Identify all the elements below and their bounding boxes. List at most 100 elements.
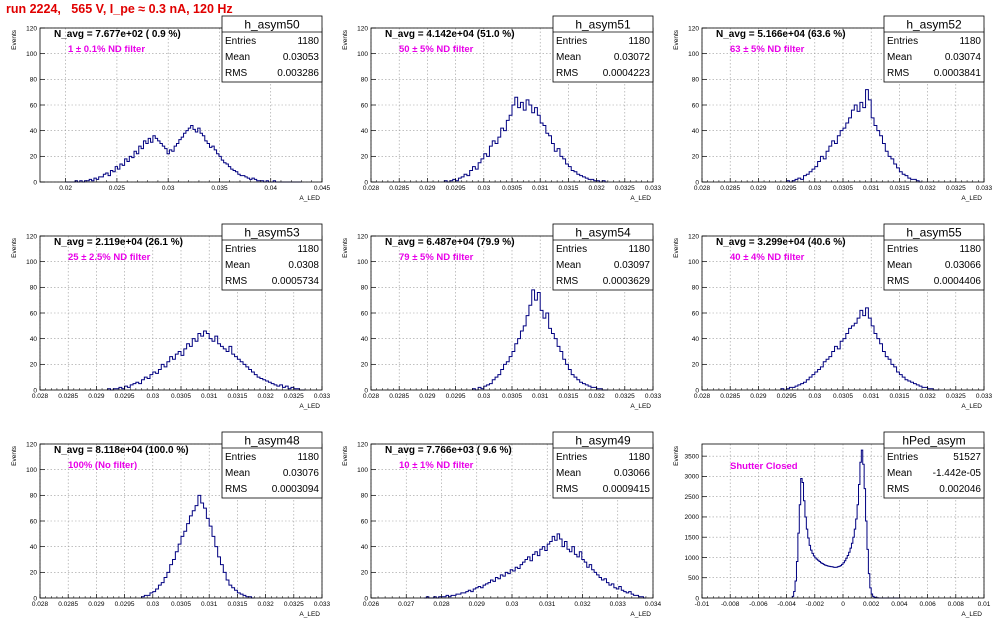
stats-row-value: 0.0005734 (272, 276, 320, 287)
stats-title: hPed_asym (902, 434, 965, 448)
y-tick-label: 20 (30, 570, 38, 577)
y-tick-label: 0 (695, 387, 699, 394)
x-tick-label: 0.029 (750, 185, 767, 192)
x-tick-label: 0.004 (891, 601, 908, 608)
x-tick-label: 0.027 (398, 601, 415, 608)
filter-note: 50 ± 5% ND filter (399, 44, 474, 55)
y-tick-label: 60 (692, 310, 700, 317)
x-tick-label: 0.0285 (389, 393, 409, 400)
histogram-pad-h_asym54: 0.028 0.0285 0.029 0.0295 0.03 0.0305 0.031 0.0… (331, 222, 661, 428)
x-axis-label: A_LED (630, 611, 651, 618)
y-tick-label: 40 (361, 336, 369, 343)
stats-row-value: 51527 (953, 452, 981, 463)
stats-row-label: Mean (225, 52, 250, 63)
stats-box-frame (883, 15, 985, 83)
stats-row-label: RMS (556, 484, 579, 495)
x-tick-label: 0.0325 (946, 393, 966, 400)
x-tick-label: 0.0295 (115, 393, 135, 400)
stats-box-frame (552, 431, 654, 499)
stats-row-value: 0.03072 (614, 52, 651, 63)
x-tick-label: 0.029 (750, 393, 767, 400)
x-tick-label: 0.032 (588, 393, 605, 400)
x-tick-label: 0.029 (419, 185, 436, 192)
x-tick-label: 0.04 (264, 185, 277, 192)
x-tick-label: 0.033 (610, 601, 627, 608)
x-tick-label: 0.031 (532, 185, 549, 192)
x-tick-label: 0.045 (314, 185, 330, 192)
stats-row-label: Entries (887, 36, 918, 47)
x-tick-label: 0.033 (314, 601, 330, 608)
filter-note: 63 ± 5% ND filter (730, 44, 805, 55)
y-tick-label: 80 (30, 493, 38, 500)
stats-box-frame (221, 223, 323, 291)
y-axis-label: Events (342, 29, 349, 50)
x-tick-label: 0.031 (201, 393, 218, 400)
stats-row-value: 1180 (297, 36, 319, 47)
stats-row-value: 1180 (628, 452, 650, 463)
stats-row-value: 0.03097 (614, 260, 651, 271)
stats-row-label: Entries (225, 36, 256, 47)
stats-row-value: 1180 (959, 244, 981, 255)
filter-note: Shutter Closed (730, 461, 798, 472)
x-tick-label: 0.032 (588, 185, 605, 192)
y-axis-label: Events (673, 237, 680, 258)
filter-note: 79 ± 5% ND filter (399, 252, 474, 263)
x-tick-label: 0.03 (808, 185, 821, 192)
filter-note: 100% (No filter) (68, 460, 137, 471)
y-tick-label: 100 (688, 51, 699, 58)
y-tick-label: 80 (30, 77, 38, 84)
y-tick-label: 60 (361, 518, 369, 525)
x-tick-label: 0.0295 (446, 185, 466, 192)
x-tick-label: -0.006 (749, 601, 768, 608)
stats-row-label: Entries (556, 36, 587, 47)
x-tick-label: 0.0285 (720, 393, 740, 400)
filter-note: 25 ± 2.5% ND filter (68, 252, 151, 263)
navg-label: N_avg = 2.119e+04 (26.1 %) (54, 237, 183, 248)
stats-title: h_asym48 (244, 434, 300, 448)
x-tick-label: -0.01 (695, 601, 710, 608)
x-axis-label: A_LED (299, 611, 320, 618)
x-tick-label: 0.0305 (171, 601, 191, 608)
stats-row-value: 0.003286 (277, 68, 319, 79)
x-tick-label: 0.031 (539, 601, 556, 608)
stats-row-label: RMS (887, 68, 910, 79)
x-tick-label: 0.026 (363, 601, 380, 608)
x-tick-label: 0.03 (477, 393, 490, 400)
navg-label: N_avg = 7.677e+02 ( 0.9 %) (54, 29, 181, 40)
y-tick-label: 40 (361, 544, 369, 551)
y-tick-label: 80 (692, 77, 700, 84)
stats-row-value: 0.0003841 (934, 68, 982, 79)
y-tick-label: 100 (357, 467, 368, 474)
histogram-hPed_asym: -0.01 -0.008 -0.006 -0.004 -0.002 0 0.002 0.004… (673, 431, 991, 618)
stats-row-label: Mean (556, 468, 581, 479)
x-tick-label: 0.029 (88, 393, 105, 400)
stats-row-label: Mean (225, 468, 250, 479)
stats-row-label: Entries (887, 244, 918, 255)
y-tick-label: 80 (30, 285, 38, 292)
stats-title: h_asym54 (575, 226, 631, 240)
histogram-pad-h_asym48: 0.028 0.0285 0.029 0.0295 0.03 0.0305 0.031 0.0… (0, 430, 330, 636)
y-tick-label: 40 (30, 336, 38, 343)
stats-row-value: 0.03066 (614, 468, 651, 479)
stats-row-value: 1180 (297, 452, 319, 463)
y-tick-label: 40 (30, 128, 38, 135)
x-tick-label: -0.004 (777, 601, 796, 608)
y-axis-label: Events (342, 445, 349, 466)
stats-row-value: 0.0009415 (603, 484, 651, 495)
x-tick-label: 0.0315 (889, 185, 909, 192)
stats-box: hPed_asym Entries 51527 Mean -1.442e-05 RMS 0.… (883, 431, 985, 499)
x-tick-label: 0 (841, 601, 845, 608)
y-tick-label: 20 (692, 154, 700, 161)
stats-title: h_asym55 (906, 226, 962, 240)
stats-row-label: Entries (225, 244, 256, 255)
stats-row-label: Mean (556, 260, 581, 271)
filter-note: 40 ± 4% ND filter (730, 252, 805, 263)
stats-box-frame (552, 15, 654, 83)
histogram-h_asym53: 0.028 0.0285 0.029 0.0295 0.03 0.0305 0.031 0.0… (11, 223, 330, 410)
stats-box: h_asym48 Entries 1180 Mean 0.03076 RMS 0.00030… (221, 431, 323, 499)
x-tick-label: 0.0295 (115, 601, 135, 608)
x-tick-label: 0.032 (919, 393, 936, 400)
stats-row-label: RMS (556, 68, 579, 79)
stats-row-value: 1180 (297, 244, 319, 255)
histogram-h_asym52: 0.028 0.0285 0.029 0.0295 0.03 0.0305 0.031 0.0… (673, 15, 992, 202)
